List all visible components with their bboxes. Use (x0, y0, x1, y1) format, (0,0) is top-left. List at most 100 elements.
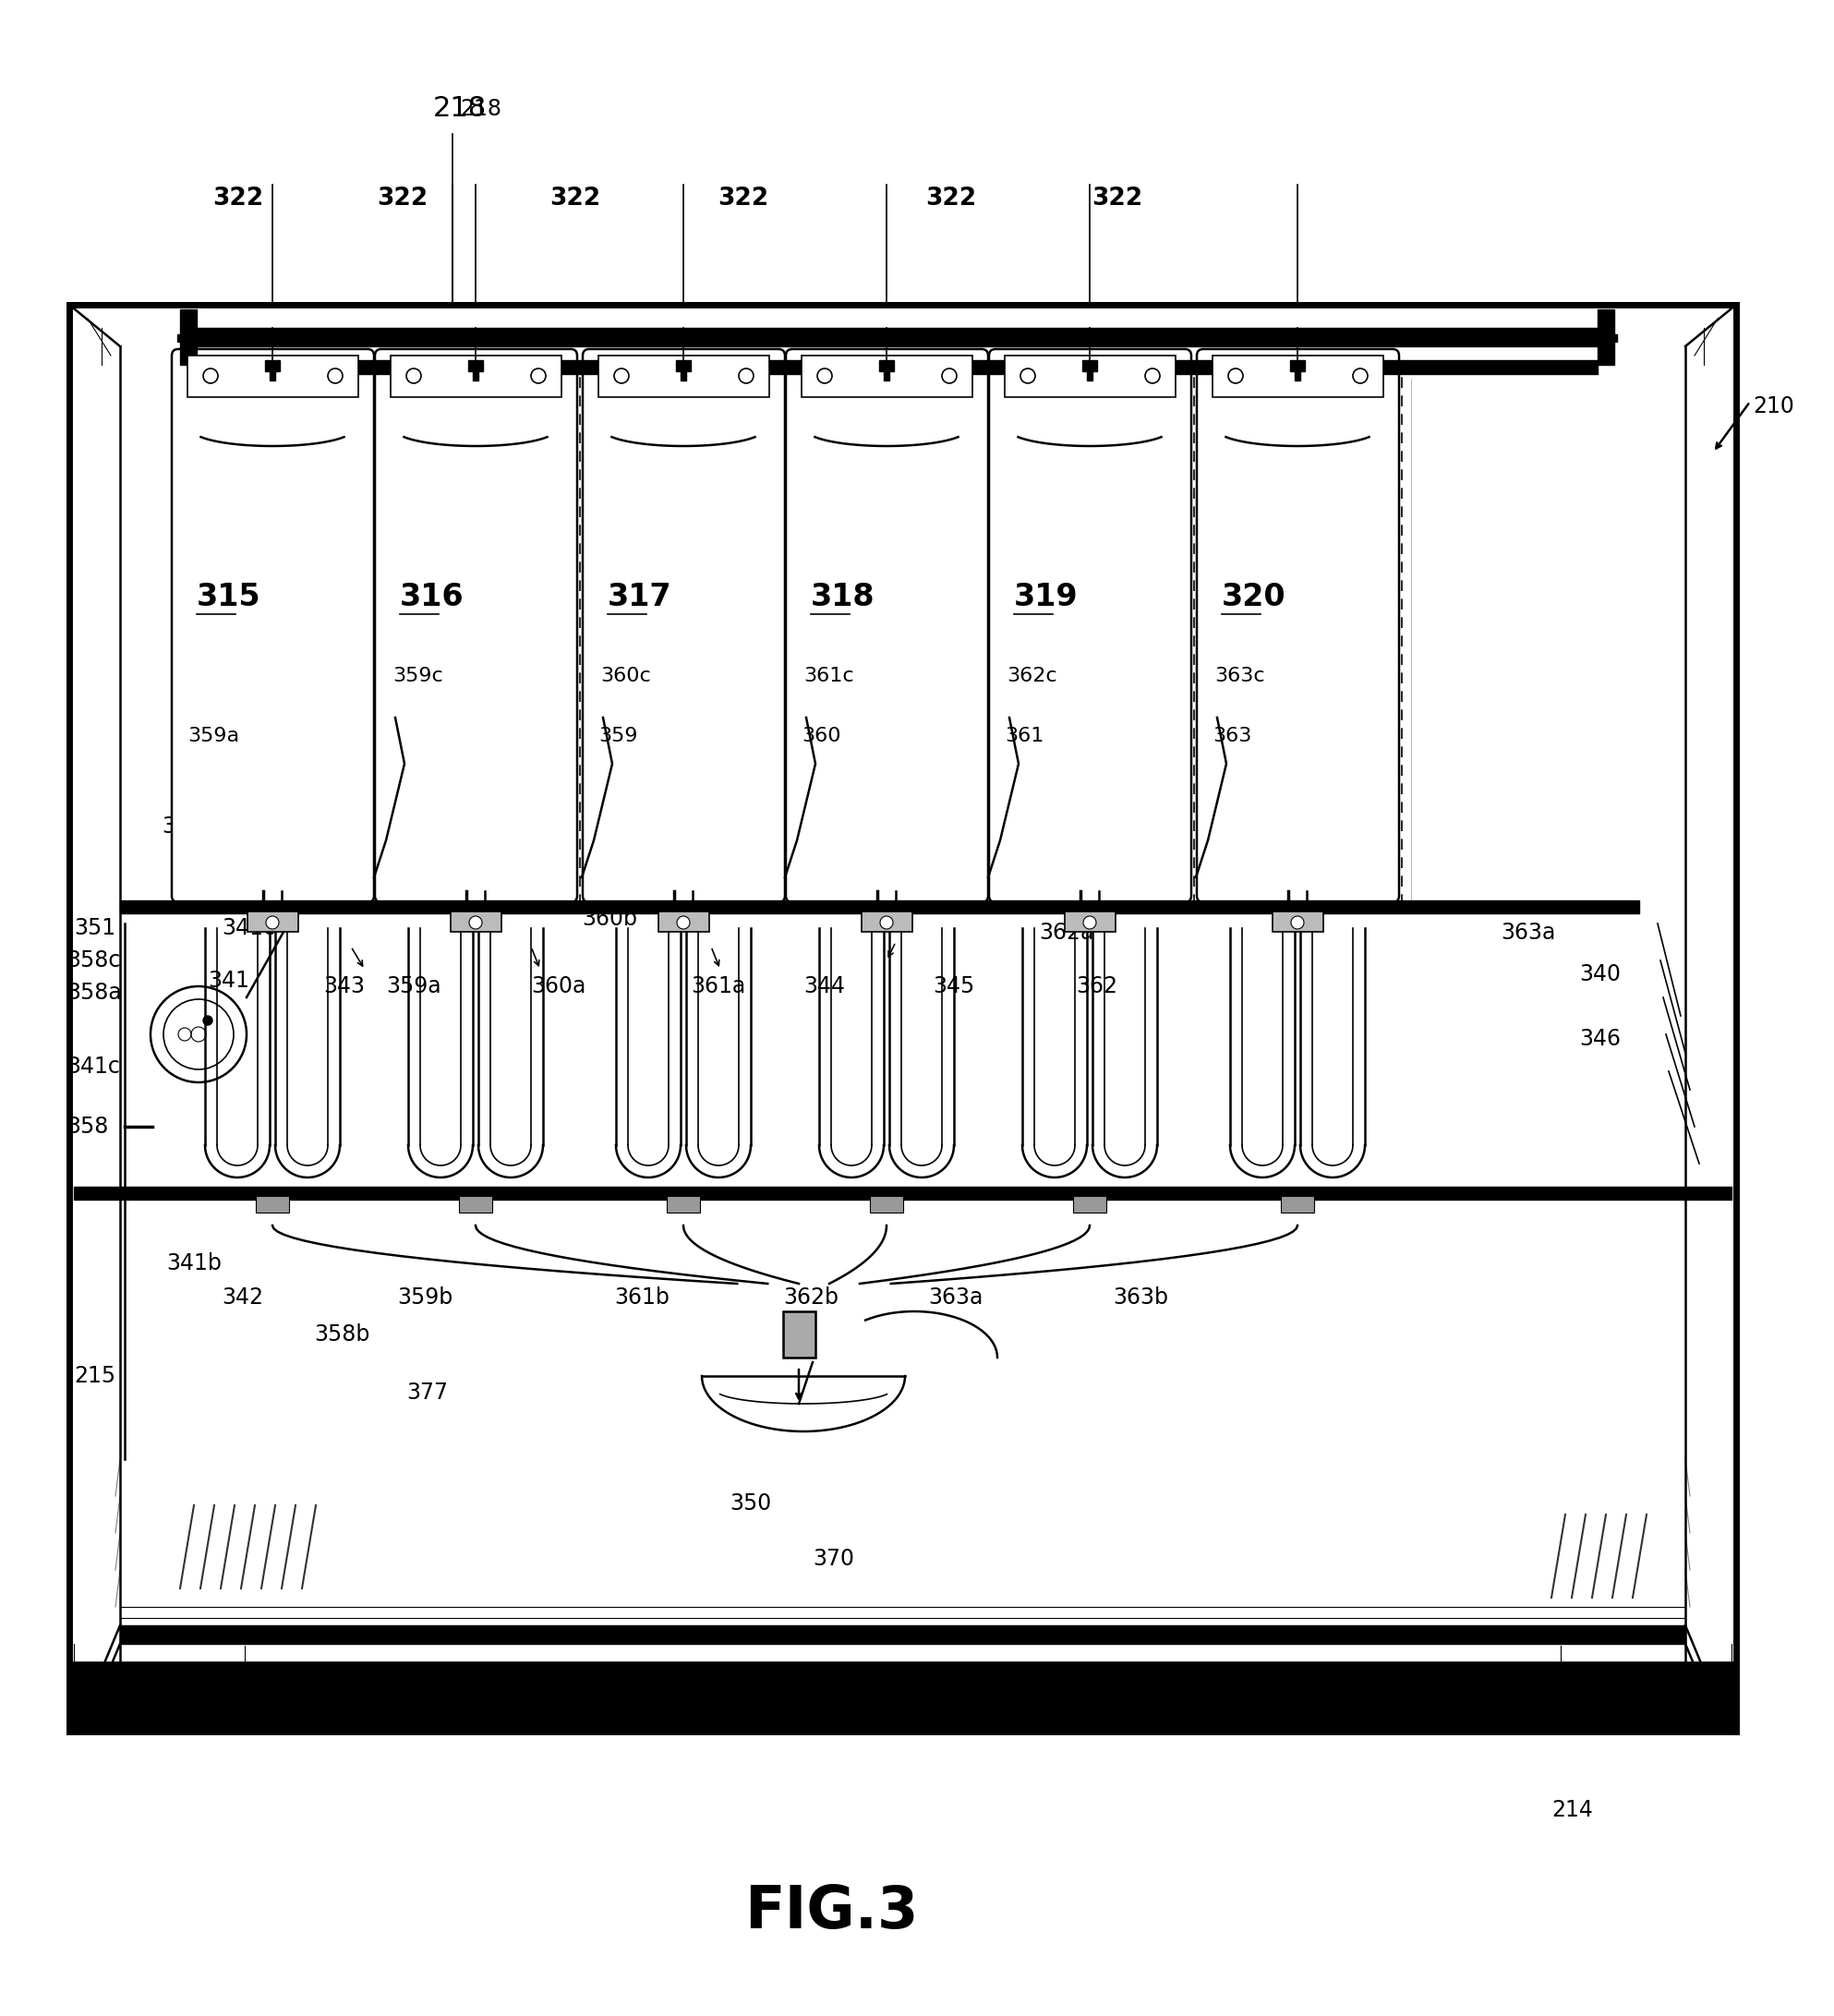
Bar (180, 308, 196, 365)
Circle shape (880, 915, 893, 929)
Bar (451, 911, 501, 931)
Bar (878, 361, 893, 371)
Text: 316: 316 (438, 605, 503, 635)
Bar (391, 355, 561, 397)
Text: 218: 218 (460, 99, 501, 121)
Text: 210: 210 (1753, 395, 1794, 417)
Bar (1280, 1195, 1315, 1212)
Bar (473, 367, 479, 381)
Text: 350: 350 (730, 1492, 772, 1514)
Text: 360b: 360b (581, 907, 636, 929)
Bar (783, 1310, 816, 1357)
Bar (1088, 367, 1093, 381)
Text: 363c: 363c (1214, 667, 1265, 685)
Circle shape (266, 915, 279, 929)
Text: 362: 362 (1077, 976, 1117, 998)
Text: 358a: 358a (66, 982, 121, 1004)
Circle shape (204, 1016, 213, 1024)
Text: 359: 359 (598, 728, 638, 746)
Text: 362a: 362a (1038, 921, 1093, 943)
Text: 360c: 360c (488, 728, 541, 750)
Bar (462, 911, 473, 923)
Bar (1273, 911, 1324, 931)
Circle shape (1084, 915, 1097, 929)
Bar (255, 1195, 290, 1212)
Bar (1284, 911, 1295, 923)
Bar (686, 911, 697, 923)
Circle shape (1291, 915, 1304, 929)
FancyBboxPatch shape (374, 349, 578, 903)
Text: 362b: 362b (783, 1286, 838, 1308)
Text: 318: 318 (851, 605, 915, 635)
Text: 317: 317 (607, 583, 671, 613)
Text: 322: 322 (213, 187, 264, 210)
Text: FIG.3: FIG.3 (745, 1883, 919, 1939)
Bar (248, 911, 299, 931)
Bar (671, 911, 682, 923)
Text: 322: 322 (550, 187, 602, 210)
Circle shape (677, 915, 690, 929)
Text: 318: 318 (811, 583, 875, 613)
Text: 341c: 341c (222, 917, 275, 939)
Bar (477, 911, 488, 923)
Bar (270, 367, 275, 381)
Text: 361: 361 (878, 814, 921, 837)
Text: 316: 316 (400, 583, 464, 613)
Bar (873, 911, 884, 923)
Bar (658, 911, 710, 931)
Text: 341b: 341b (167, 1252, 222, 1274)
Bar (862, 911, 911, 931)
Text: 359c: 359c (392, 667, 444, 685)
Bar (70, 304, 1737, 1732)
Text: 322: 322 (1091, 187, 1143, 210)
Bar (266, 361, 281, 371)
Bar (677, 361, 691, 371)
Text: 361a: 361a (691, 976, 745, 998)
Bar (1005, 355, 1176, 397)
Text: 363c: 363c (1108, 750, 1161, 772)
Text: 359a: 359a (161, 814, 216, 837)
Text: 340: 340 (1579, 964, 1621, 986)
Text: 359: 359 (462, 814, 504, 837)
Text: 322: 322 (926, 187, 978, 210)
Bar (187, 355, 358, 397)
Text: 362c: 362c (902, 728, 957, 750)
Bar (1082, 361, 1097, 371)
Text: 351: 351 (73, 917, 116, 939)
Text: 341: 341 (207, 970, 249, 992)
Text: 361: 361 (1005, 728, 1044, 746)
Text: 363: 363 (1212, 728, 1251, 746)
Bar (259, 911, 271, 923)
Bar (1298, 911, 1311, 923)
Text: 342: 342 (222, 1286, 264, 1308)
Text: 360: 360 (801, 728, 840, 746)
Text: 362c: 362c (1007, 667, 1056, 685)
Bar (884, 367, 889, 381)
Text: 360a: 360a (532, 976, 585, 998)
Circle shape (470, 915, 482, 929)
Text: 359c: 359c (282, 728, 336, 750)
Text: 359b: 359b (398, 1286, 453, 1308)
Bar (1289, 361, 1304, 371)
Text: 215: 215 (73, 1365, 116, 1387)
FancyBboxPatch shape (989, 349, 1192, 903)
Text: 344: 344 (803, 976, 845, 998)
Text: 346: 346 (1579, 1028, 1621, 1050)
Bar (801, 355, 972, 397)
Bar (668, 1195, 701, 1212)
Bar (1295, 367, 1300, 381)
Text: 319: 319 (1014, 583, 1078, 613)
FancyBboxPatch shape (785, 349, 989, 903)
Text: 358b: 358b (314, 1322, 370, 1345)
Text: 359a: 359a (385, 976, 440, 998)
Text: 358c: 358c (66, 950, 121, 972)
Text: 370: 370 (812, 1548, 855, 1570)
Text: 214: 214 (1552, 1798, 1594, 1820)
Text: 322: 322 (717, 187, 768, 210)
Text: 363: 363 (1124, 814, 1166, 837)
Bar (275, 911, 286, 923)
Text: 315: 315 (196, 583, 260, 613)
Bar (1073, 1195, 1106, 1212)
Bar (598, 355, 768, 397)
Text: 315: 315 (231, 605, 295, 635)
